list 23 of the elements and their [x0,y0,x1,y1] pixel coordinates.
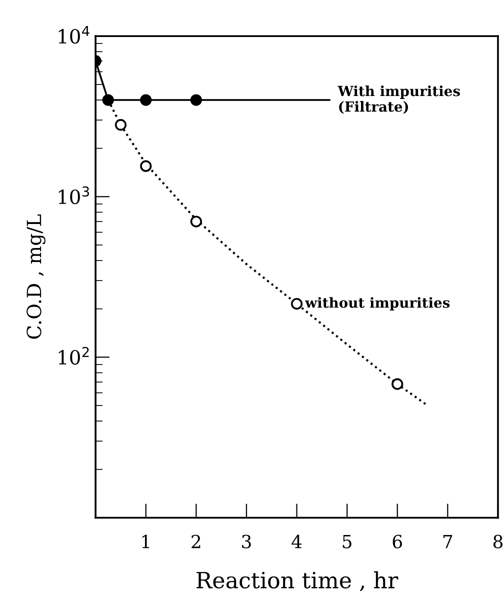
point [290,298,303,310]
annotation: without impurities [304,297,450,311]
annotation: With impurities (Filtrate) [338,86,460,114]
point [140,94,152,106]
point [392,378,404,390]
point [190,216,202,228]
point [114,119,127,131]
y-tick-label: 10$^{3}$ [58,186,89,204]
x-axis-title: Reaction time , hr [196,571,398,592]
point [102,94,114,106]
point [190,94,202,106]
x-tick-label: 4 [292,534,302,548]
x-tick-label: 1 [142,534,150,548]
point [140,160,152,172]
x-tick-label: 7 [443,534,452,548]
x-tick-label: 2 [192,534,200,548]
y-tick-label: 10$^{4}$ [58,26,90,44]
x-tick-label: 6 [392,534,402,548]
y-axis-title: C.O.D , mg/L [26,214,46,339]
x-tick-label: 5 [342,534,352,548]
y-tick-label: 10$^{2}$ [58,346,89,365]
x-tick-label: 3 [242,534,251,548]
x-tick-label: 8 [493,534,502,548]
